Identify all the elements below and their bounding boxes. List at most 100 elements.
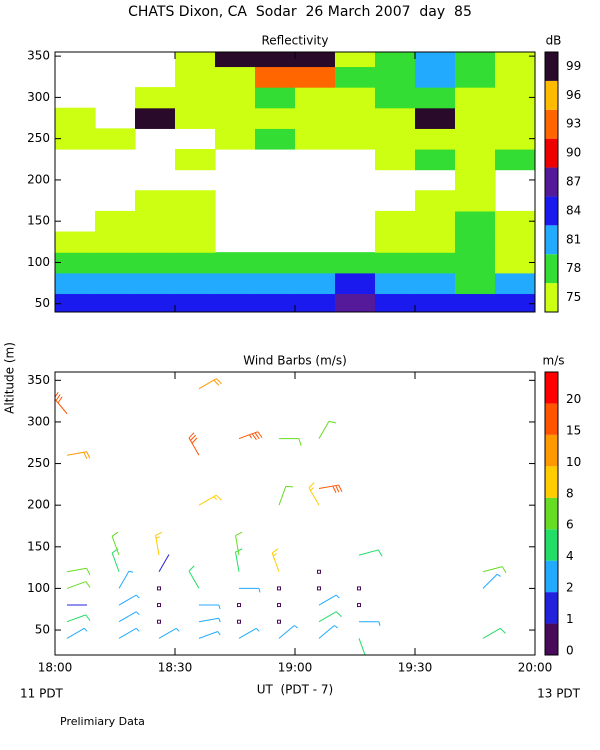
heat-cell [135, 272, 176, 295]
heat-cell [95, 231, 136, 253]
colorbar-tick-label: 8 [566, 486, 574, 500]
wind-barb [199, 604, 221, 610]
heat-cell [135, 87, 176, 109]
wind-barb [318, 611, 342, 623]
wind-barb [238, 431, 263, 440]
heat-cell [415, 272, 456, 295]
colorbar-box [545, 167, 558, 197]
heat-cell [215, 87, 256, 109]
heat-cell [495, 128, 535, 150]
heat-cell [415, 148, 456, 171]
colorbar-box [545, 466, 558, 498]
wind-barb [55, 391, 68, 414]
heat-cell [415, 293, 456, 312]
colorbar-box [545, 529, 558, 561]
heat-cell [95, 272, 136, 295]
heat-cell [295, 293, 336, 312]
heat-cell [375, 210, 416, 233]
heat-cell [215, 52, 256, 68]
x-tick-label: 20:00 [518, 661, 553, 675]
calm-marker [317, 586, 321, 591]
wind-barb [278, 625, 298, 639]
y-tick-label: 150 [27, 214, 50, 228]
calm-marker [157, 619, 161, 624]
wind-barb [188, 432, 200, 456]
colorbar-tick-label: 20 [566, 392, 581, 406]
colorbar-box [545, 254, 558, 284]
wind-barb [198, 617, 221, 623]
calm-marker [277, 586, 281, 591]
colorbar-tick-label: 2 [566, 581, 574, 595]
heat-cell [55, 231, 96, 253]
plot-frame [54, 371, 536, 656]
heat-cell [455, 169, 496, 191]
heat-cell [375, 128, 416, 150]
wind-barb [358, 638, 366, 655]
wind-barb [66, 567, 91, 576]
heat-cell [495, 52, 535, 68]
wind-barb [318, 625, 338, 639]
colorbar-box [545, 109, 558, 139]
wind-barb [318, 594, 340, 606]
heat-cell [175, 252, 216, 274]
heat-cell [135, 190, 176, 212]
x-axis-label: UT (PDT - 7) [257, 683, 334, 697]
heat-cell [215, 107, 256, 129]
heat-cell [95, 128, 136, 150]
wind-barb [158, 554, 170, 573]
wind-barb [111, 531, 120, 556]
wind-barb [359, 621, 381, 626]
heat-cell [335, 87, 376, 109]
y-tick-label: 100 [27, 255, 50, 269]
y-tick-label: 250 [27, 131, 50, 145]
left-note: 11 PDT [20, 687, 64, 701]
heat-cell [335, 66, 376, 88]
colorbar-tick-label: 99 [566, 59, 581, 73]
heat-cell [295, 107, 336, 129]
heat-cell [415, 128, 456, 150]
x-tick-label: 18:30 [158, 661, 193, 675]
heat-cell [175, 210, 216, 233]
colorbar-tick-label: 15 [566, 423, 581, 437]
heat-cell [495, 231, 535, 253]
right-note: 13 PDT [537, 687, 581, 701]
heat-cell [255, 66, 296, 88]
heat-cell [175, 52, 216, 68]
heat-cell [55, 128, 96, 150]
page-title: CHATS Dixon, CA Sodar 26 March 2007 day … [128, 4, 472, 20]
y-tick-label: 150 [27, 539, 50, 553]
heat-cell [335, 293, 376, 312]
heat-cell [455, 190, 496, 212]
wind-barb [158, 627, 180, 639]
heat-cell [255, 252, 296, 274]
heat-cell [255, 293, 296, 312]
heat-cell [55, 293, 96, 312]
heat-cell [375, 107, 416, 129]
wind-barb [318, 484, 343, 493]
wind-barb [198, 378, 222, 390]
heat-cell [175, 190, 216, 212]
heat-cell [455, 231, 496, 253]
heat-cell [295, 66, 336, 88]
wind-barb [482, 627, 506, 639]
heat-cell [215, 293, 256, 312]
heat-cell [295, 128, 336, 150]
heat-cell [495, 148, 535, 171]
colorbar-tick-label: 81 [566, 232, 581, 246]
heat-cell [175, 66, 216, 88]
heat-cell [135, 107, 176, 129]
colorbar-box [545, 434, 558, 467]
heat-cell [55, 252, 96, 274]
colorbar-tick-label: 87 [566, 175, 581, 189]
heat-cell [455, 293, 496, 312]
heat-cell [55, 272, 96, 295]
wind-barb [66, 451, 91, 460]
calm-marker [357, 586, 361, 591]
heat-cell [175, 272, 216, 295]
heat-cell [175, 293, 216, 312]
heat-cell [375, 252, 416, 274]
colorbar-box [545, 560, 558, 593]
heat-cell [215, 272, 256, 295]
colorbar-label: m/s [543, 354, 565, 368]
